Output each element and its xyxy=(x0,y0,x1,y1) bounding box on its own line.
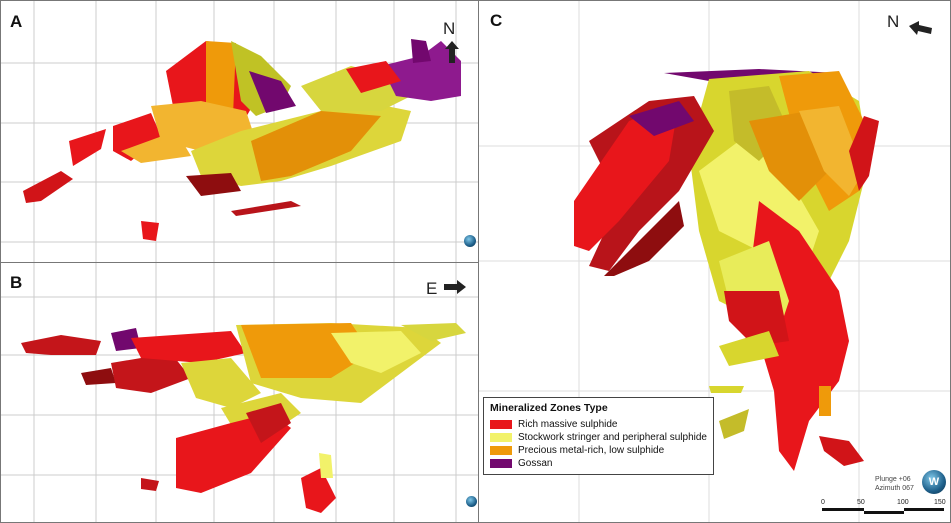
ore-bodies xyxy=(574,69,879,471)
panel-a-plan-view: A N xyxy=(0,0,479,263)
panel-c-model xyxy=(479,1,950,522)
legend-item-rich-massive: Rich massive sulphide xyxy=(490,418,707,431)
scale-tick-0: 0 xyxy=(821,499,825,506)
scale-tick-50: 50 xyxy=(857,499,865,506)
scale-bar xyxy=(822,508,944,514)
ore-bodies xyxy=(23,39,461,241)
plunge-text: Plunge +06 xyxy=(875,476,911,483)
legend-swatch xyxy=(490,433,512,442)
legend-item-stockwork: Stockwork stringer and peripheral sulphi… xyxy=(490,431,707,444)
legend-item-precious-metal: Precious metal-rich, low sulphide xyxy=(490,444,707,457)
scale-tick-150: 150 xyxy=(934,499,946,506)
panel-c-label: C xyxy=(490,11,503,30)
panel-c-3d-view: C N Plunge +06 Azimuth 067 W 0 50 100 15… xyxy=(478,0,951,523)
legend-label: Rich massive sulphide xyxy=(518,419,618,430)
legend: Mineralized Zones Type Rich massive sulp… xyxy=(483,397,714,475)
azimuth-text: Azimuth 067 xyxy=(875,485,914,492)
legend-swatch xyxy=(490,459,512,468)
legend-swatch xyxy=(490,420,512,429)
panel-c-north-label: N xyxy=(887,12,900,31)
compass-globe-icon: W xyxy=(922,470,946,494)
compass-globe-icon xyxy=(466,496,477,507)
legend-label: Gossan xyxy=(518,458,553,469)
panel-b-model xyxy=(1,263,478,522)
panel-b-east-label: E xyxy=(426,279,438,298)
scale-tick-100: 100 xyxy=(897,499,909,506)
legend-swatch xyxy=(490,446,512,455)
legend-title: Mineralized Zones Type xyxy=(490,402,608,414)
panel-b-section-view: B E xyxy=(0,262,479,523)
compass-globe-icon xyxy=(464,235,476,247)
panel-a-label: A xyxy=(10,12,23,31)
view-info: Plunge +06 Azimuth 067 xyxy=(875,475,914,493)
legend-item-gossan: Gossan xyxy=(490,457,707,470)
legend-label: Stockwork stringer and peripheral sulphi… xyxy=(518,432,707,443)
panel-a-model xyxy=(1,1,478,262)
legend-label: Precious metal-rich, low sulphide xyxy=(518,445,665,456)
panel-a-north-label: N xyxy=(443,19,456,38)
panel-b-label: B xyxy=(10,273,23,292)
ore-bodies xyxy=(21,323,466,513)
